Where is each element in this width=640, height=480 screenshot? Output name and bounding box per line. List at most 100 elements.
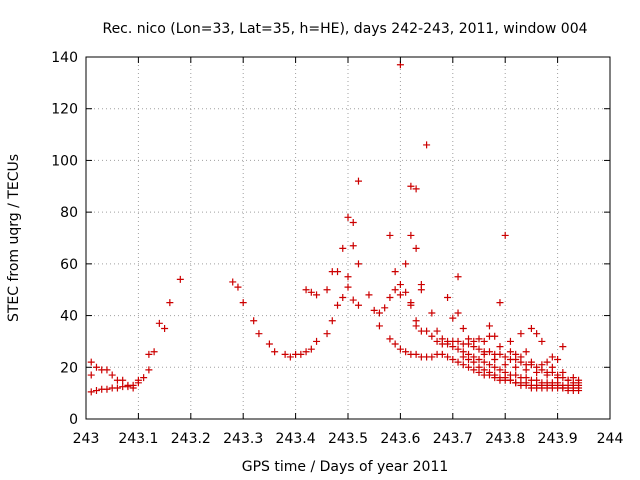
data-point — [396, 291, 404, 299]
data-point — [465, 335, 473, 343]
data-point — [386, 231, 394, 239]
data-point — [354, 301, 362, 309]
data-point — [281, 350, 289, 358]
data-point — [396, 281, 404, 289]
data-point — [161, 325, 169, 332]
y-tick-label: 120 — [51, 102, 78, 118]
data-point — [433, 337, 441, 345]
data-point — [423, 327, 431, 335]
data-point — [480, 358, 488, 366]
data-point — [538, 361, 546, 369]
y-tick-label: 80 — [60, 205, 78, 221]
data-point — [396, 345, 404, 353]
data-point — [496, 299, 504, 307]
data-point — [297, 350, 305, 358]
data-points — [87, 61, 583, 396]
data-point — [543, 358, 551, 366]
data-point — [87, 358, 95, 366]
data-point — [575, 387, 583, 395]
data-point — [444, 293, 452, 301]
data-point — [444, 353, 452, 361]
data-point — [428, 353, 436, 361]
data-point — [459, 353, 467, 361]
x-tick-label: 244 — [597, 431, 624, 447]
data-point — [307, 345, 315, 353]
data-point — [402, 348, 410, 356]
data-point — [286, 353, 294, 361]
data-point — [412, 350, 420, 358]
x-tick-label: 243.2 — [171, 431, 211, 447]
data-point — [313, 291, 321, 299]
data-point — [533, 376, 541, 384]
data-point — [313, 337, 321, 345]
data-point — [402, 260, 410, 268]
data-point — [150, 348, 158, 356]
data-point — [349, 218, 357, 226]
data-point — [522, 381, 530, 389]
data-point — [454, 345, 462, 353]
data-point — [491, 371, 499, 379]
data-point — [491, 356, 499, 364]
data-point — [155, 319, 163, 327]
axis-ticks: 243 243.1 243.2 243.3 243.4 243.5 243.6 243.7 24… — [51, 50, 623, 447]
data-point — [103, 366, 111, 374]
data-point — [103, 385, 111, 393]
data-point — [475, 345, 483, 353]
data-point — [386, 293, 394, 301]
data-point — [527, 325, 535, 332]
data-point — [323, 286, 331, 294]
data-point — [501, 374, 509, 382]
y-tick-label: 40 — [60, 309, 78, 325]
data-point — [307, 288, 315, 296]
data-point — [470, 337, 478, 345]
data-point — [554, 374, 562, 382]
x-tick-label: 243.6 — [380, 431, 420, 447]
x-axis-label: GPS time / Days of year 2011 — [242, 459, 449, 475]
data-point — [339, 293, 347, 301]
data-point — [328, 317, 336, 325]
data-point — [375, 322, 383, 330]
data-point — [145, 366, 153, 374]
data-point — [548, 363, 556, 371]
data-point — [485, 322, 493, 330]
data-point — [113, 384, 121, 392]
data-point — [407, 182, 415, 190]
data-point — [533, 330, 541, 338]
data-point — [522, 366, 530, 374]
data-point — [433, 327, 441, 335]
data-point — [475, 335, 483, 343]
data-point — [265, 340, 273, 348]
data-point — [176, 275, 184, 283]
data-point — [402, 288, 410, 296]
data-point — [506, 376, 514, 384]
data-point — [517, 330, 525, 338]
data-point — [381, 304, 389, 312]
data-point — [166, 299, 174, 307]
data-point — [485, 368, 493, 376]
x-tick-label: 243.3 — [223, 431, 263, 447]
data-point — [302, 348, 310, 356]
data-point — [512, 379, 520, 387]
data-point — [349, 296, 357, 304]
x-tick-label: 243.1 — [118, 431, 158, 447]
data-point — [423, 141, 431, 149]
x-tick-label: 243.5 — [328, 431, 368, 447]
data-point — [386, 335, 394, 343]
y-tick-label: 140 — [51, 50, 78, 66]
data-point — [569, 374, 577, 382]
data-point — [538, 337, 546, 345]
data-point — [334, 268, 342, 276]
data-point — [517, 353, 525, 361]
data-point — [365, 291, 373, 299]
data-point — [522, 348, 530, 356]
data-point — [465, 356, 473, 364]
data-point — [548, 353, 556, 361]
y-tick-label: 60 — [60, 257, 78, 273]
data-point — [459, 325, 467, 332]
data-point — [375, 309, 383, 317]
data-point — [428, 309, 436, 317]
data-point — [391, 286, 399, 294]
data-point — [575, 376, 583, 384]
data-point — [412, 322, 420, 330]
